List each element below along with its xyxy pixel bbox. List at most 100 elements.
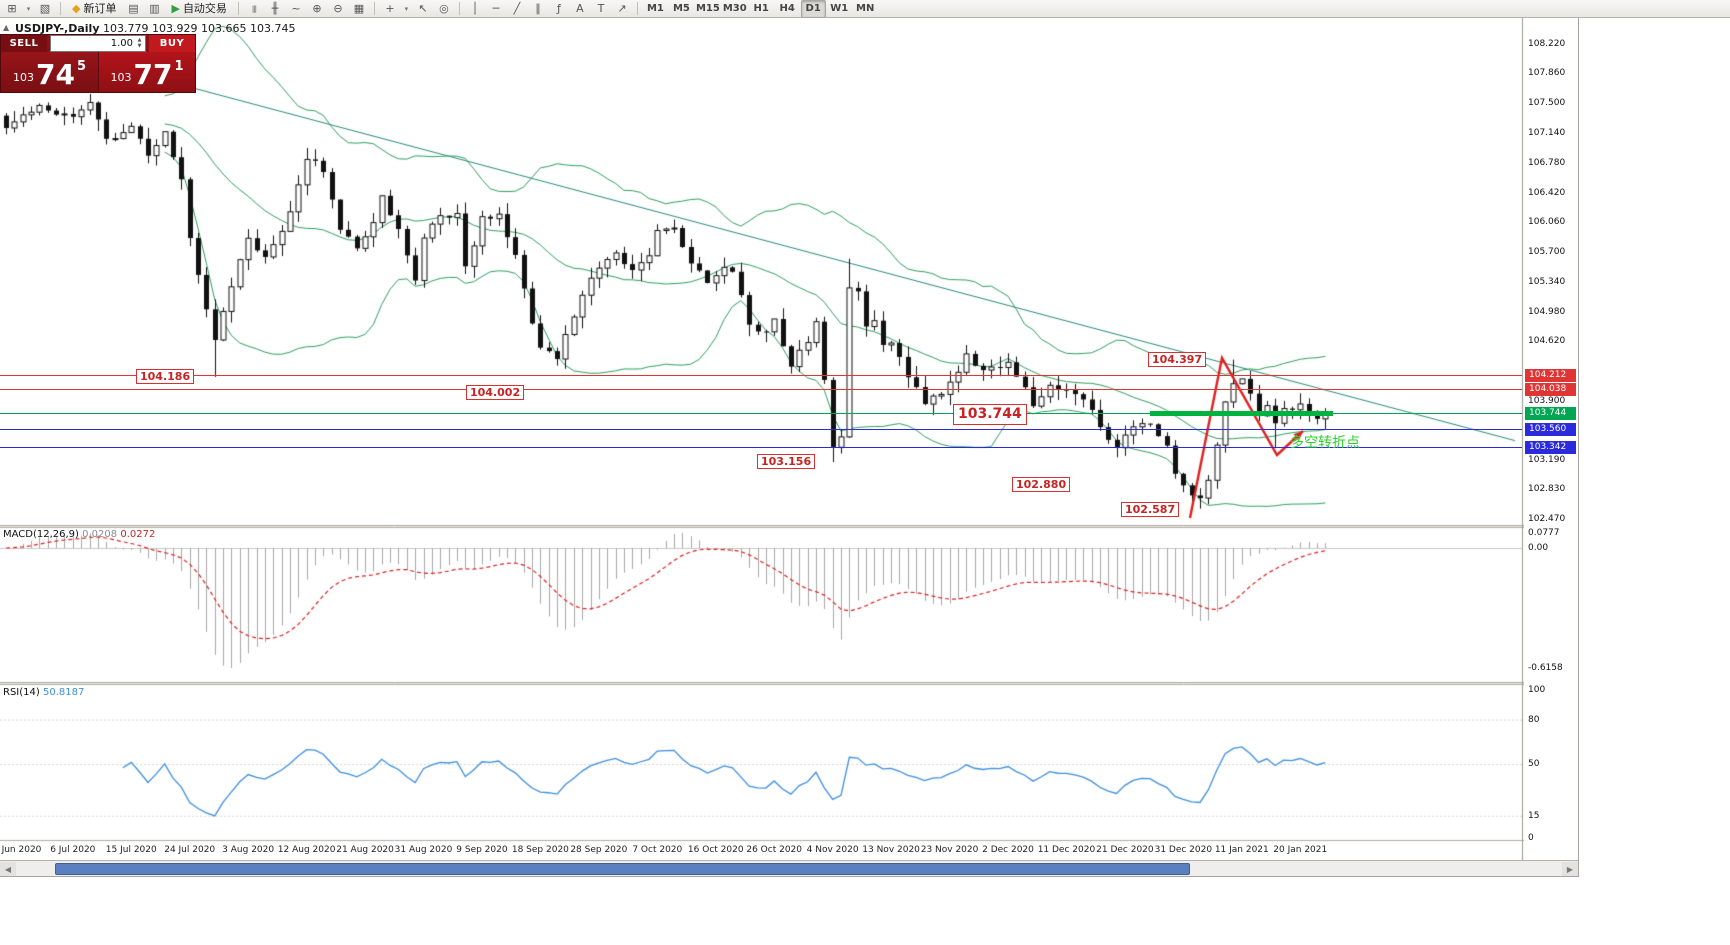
sell-price-point: 5 [76,59,86,74]
timeframe-M1[interactable]: M1 [646,2,664,14]
fibonacci-icon[interactable]: ƒ [557,1,561,15]
price-badge: 104.212 [1525,368,1576,382]
zoom-out-icon[interactable]: ⊖ [333,1,343,15]
crosshair-icon[interactable]: ◎ [439,1,449,15]
price-axis-tick: 106.420 [1528,187,1566,198]
sell-price[interactable]: 103 74 5 [1,52,98,92]
macd-axis-tick: 0.0777 [1528,527,1560,538]
price-axis-tick: 106.060 [1528,217,1566,228]
new-chart-dropdown-icon[interactable]: ▾ [26,4,31,13]
price-label-box[interactable]: 103.156 [757,454,816,470]
horizontal-line-104.212[interactable] [0,374,1522,376]
buy-price-figure: 103 [110,71,132,84]
date-label: 12 Aug 2020 [277,845,336,855]
horizontal-line-icon[interactable]: ─ [492,1,500,15]
horizontal-line-103.56[interactable] [0,428,1522,430]
toolbar-separator [237,2,239,15]
price-label-box[interactable]: 104.397 [1148,351,1207,367]
timeframe-W1[interactable]: W1 [830,2,849,14]
timeframe-M30[interactable]: M30 [722,2,747,14]
auto-trading-button-glyph: ▶ [171,1,180,15]
toolbar-separator [636,2,638,15]
turning-point-label[interactable]: 多空转折点 [1290,435,1360,451]
rsi-axis-tick: 50 [1528,759,1540,769]
new-order-button-glyph: ◆ [72,1,81,15]
scroll-left-icon[interactable]: ◀ [0,862,16,876]
horizontal-line-104.038[interactable] [0,389,1522,391]
timeframe-H1[interactable]: H1 [753,2,769,14]
horizontal-line-103.744[interactable] [0,413,1522,415]
rsi-axis-tick: 0 [1528,833,1534,843]
zoom-in-icon[interactable]: ⊕ [312,1,322,15]
trade-panel-toggle-icon[interactable]: ▲ [3,23,10,32]
timeframe-H4[interactable]: H4 [779,2,795,14]
rsi-axis-tick: 100 [1528,685,1546,695]
new-order-button-label: 新订单 [83,1,117,15]
price-label-box[interactable]: 102.880 [1012,477,1071,493]
rsi-axis-tick: 15 [1528,810,1540,821]
price-axis-tick: 107.500 [1528,98,1566,109]
date-label: 26 Oct 2020 [746,845,802,855]
timeframe-M5[interactable]: M5 [672,2,690,14]
buy-button[interactable]: BUY [149,35,195,52]
vertical-line-icon[interactable]: │ [471,1,479,15]
price-label-box[interactable]: 103.744 [953,403,1027,425]
chart-ohlc-values: 103.779 103.929 103.665 103.745 [103,22,296,35]
arrow-tool-icon[interactable]: ↗ [617,1,627,15]
timeframe-D1[interactable]: D1 [800,0,826,18]
date-axis[interactable]: 25 Jun 2020 6 Jul 2020 15 Jul 2020 24 Jul 2… [0,840,1522,860]
price-axis[interactable]: 108.220 107.860 107.500 107.140 106.780 106.4… [1524,18,1578,876]
auto-trading-button[interactable]: ▶ 自动交易 [165,0,232,18]
toolbar-separator [373,2,375,15]
scroll-right-icon[interactable]: ▶ [1562,862,1578,876]
price-badge: 103.342 [1525,440,1576,454]
main-toolbar: ⊞ ▾ ▧ ◆ 新订单 ▤ ▥ ▶ 自动交易 ||| ╫ ~ ⊕ ⊖ ▦ + ▾ ↖ ◎ │ ─ ╱ ∥ ƒ A T ↗ M1 M5 M1… [0,0,1730,18]
date-label: 31 Dec 2020 [1154,845,1213,855]
price-label-box[interactable]: 104.186 [136,369,195,385]
date-label: 31 Aug 2020 [394,845,453,855]
date-label: 21 Dec 2020 [1096,845,1154,855]
bar-chart-icon[interactable]: ||| [251,4,257,13]
buy-price[interactable]: 103 77 1 [98,52,195,92]
tile-windows-icon[interactable]: ▦ [353,1,365,15]
chart-window: ▲ USDJPY-,Daily 103.779 103.929 103.665 … [0,18,1579,877]
cursor-icon[interactable]: ↖ [418,1,428,15]
line-chart-icon[interactable]: ~ [291,1,301,15]
auto-trading-button-label: 自动交易 [182,1,227,15]
timeframe-M15[interactable]: M15 [695,2,720,14]
volume-input[interactable]: 1.00 ▲ ▼ [50,35,146,52]
date-label: 9 Sep 2020 [456,845,508,855]
support-segment[interactable] [1150,411,1333,417]
date-label: 6 Jul 2020 [50,845,96,855]
macd-indicator-label: MACD(12,26,9) 0.0208 0.0272 [3,529,155,540]
price-axis-tick: 104.620 [1528,336,1566,347]
price-axis-tick: 103.190 [1528,454,1566,465]
date-label: 11 Jan 2021 [1214,845,1269,855]
date-label: 15 Jul 2020 [105,845,157,855]
indicators-icon[interactable]: + [385,1,395,15]
price-axis-tick: 102.470 [1528,514,1566,525]
timeframe-MN[interactable]: MN [856,2,875,14]
new-chart-icon[interactable]: ⊞ [7,1,17,15]
price-label-box[interactable]: 104.002 [466,384,525,400]
price-axis-tick: 102.830 [1528,484,1566,495]
indicators-dropdown-icon[interactable]: ▾ [404,4,409,13]
market-watch-icon[interactable]: ▤ [128,1,139,15]
new-order-button[interactable]: ◆ 新订单 [66,0,122,18]
horizontal-line-103.342[interactable] [0,446,1522,448]
profiles-icon[interactable]: ▧ [39,1,51,15]
scrollbar-thumb[interactable] [55,863,1190,875]
candlestick-chart-icon[interactable]: ╫ [271,1,279,15]
text-icon[interactable]: A [576,1,584,15]
price-label-box[interactable]: 102.587 [1121,501,1180,517]
trendline-icon[interactable]: ╱ [513,1,521,15]
horizontal-scrollbar[interactable]: ◀ ▶ [0,860,1578,876]
label-icon[interactable]: T [597,1,605,15]
sell-button[interactable]: SELL [1,35,47,52]
data-window-icon[interactable]: ▥ [149,1,160,15]
rsi-indicator-label: RSI(14) 50.8187 [3,687,84,698]
volume-spinner-icons[interactable]: ▲ ▼ [137,36,142,49]
channel-icon[interactable]: ∥ [535,1,541,15]
price-axis-tick: 107.140 [1528,127,1566,138]
